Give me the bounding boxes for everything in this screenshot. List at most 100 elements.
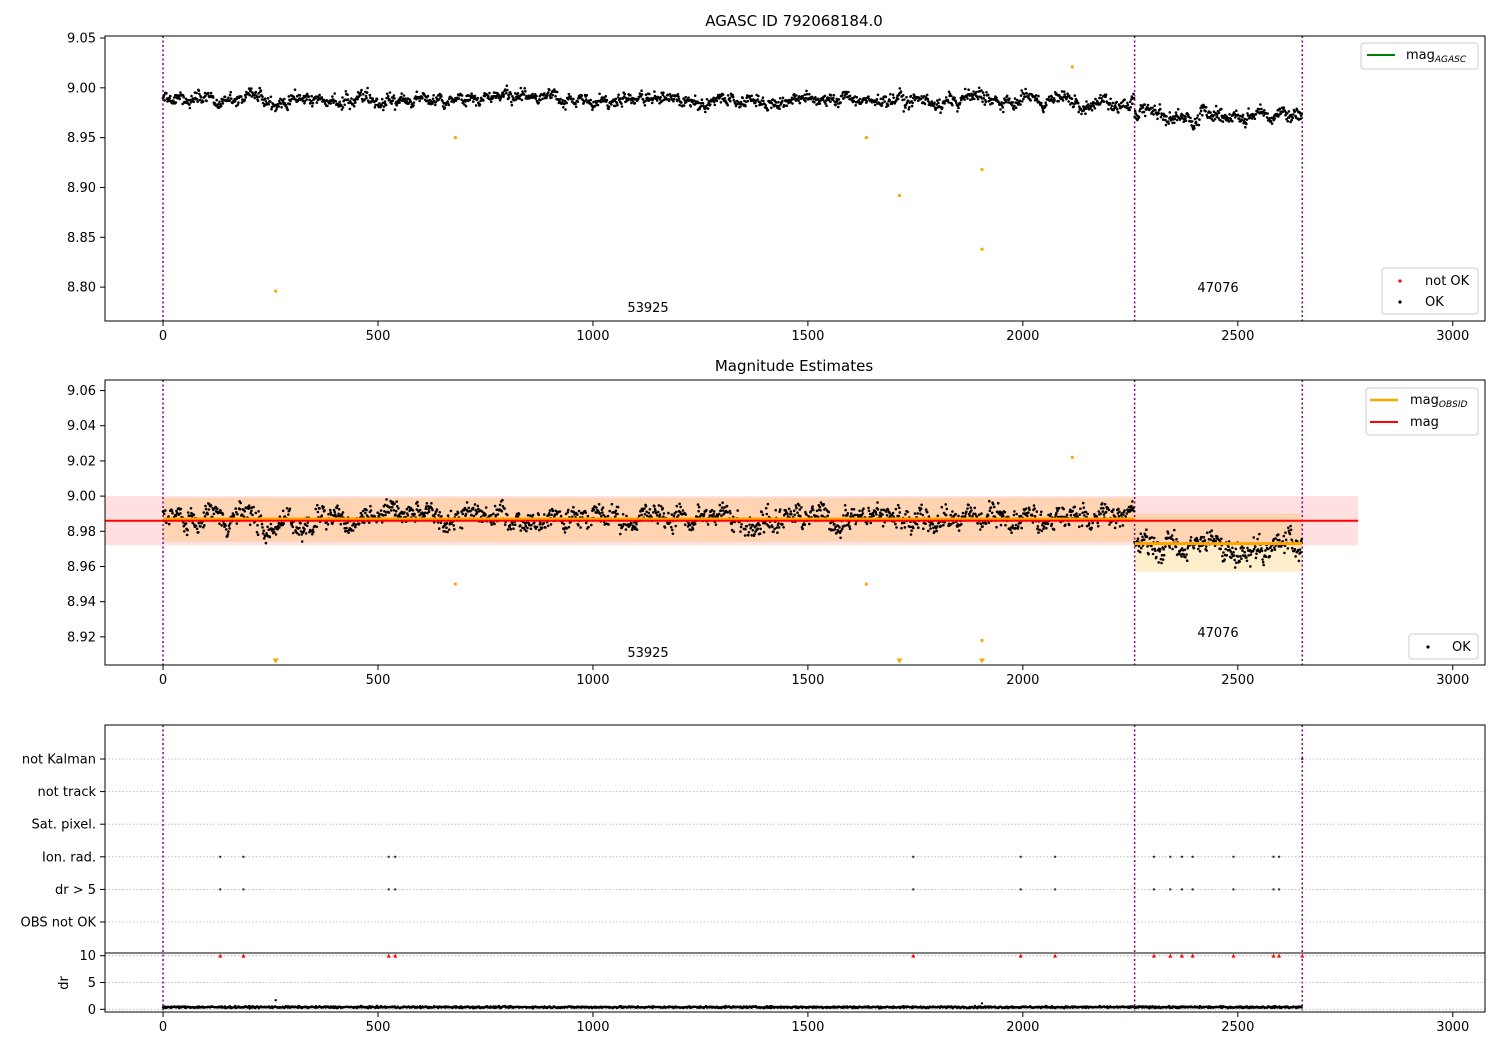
- data-point: [756, 98, 760, 101]
- data-point: [979, 522, 983, 526]
- data-point: [825, 104, 828, 108]
- data-point: [971, 95, 974, 99]
- data-point: [1269, 545, 1273, 548]
- data-point: [525, 529, 528, 533]
- data-point: [311, 104, 314, 108]
- data-point: [917, 99, 920, 103]
- data-point: [169, 94, 172, 98]
- data-point: [747, 534, 750, 537]
- outlier-point: [453, 582, 457, 586]
- data-point: [961, 511, 965, 515]
- data-point: [947, 90, 951, 94]
- data-point: [824, 102, 827, 105]
- data-point: [1159, 548, 1162, 551]
- data-point: [861, 512, 865, 515]
- data-point: [431, 508, 434, 512]
- data-point: [516, 92, 520, 95]
- data-point: [706, 103, 709, 107]
- flag-point: [1053, 855, 1057, 858]
- data-point: [551, 509, 555, 512]
- data-point: [1132, 96, 1136, 100]
- data-point: [464, 512, 468, 516]
- data-point: [345, 529, 349, 533]
- offscale-marker: [979, 658, 986, 664]
- data-point: [754, 104, 758, 108]
- data-point: [795, 506, 798, 510]
- data-point: [988, 499, 991, 503]
- data-point: [1027, 94, 1030, 98]
- data-point: [178, 97, 182, 101]
- data-point: [881, 524, 885, 528]
- ytick-label: 8.96: [67, 560, 96, 575]
- outlier-point: [980, 247, 984, 251]
- data-point: [818, 102, 822, 105]
- data-point: [765, 512, 769, 516]
- data-point: [498, 503, 502, 507]
- data-point: [427, 510, 431, 513]
- data-point: [934, 527, 938, 530]
- data-point: [1033, 515, 1037, 518]
- data-point: [753, 99, 757, 102]
- data-point: [1266, 112, 1269, 115]
- data-point: [819, 501, 823, 504]
- data-point: [846, 514, 849, 517]
- data-point: [1180, 555, 1183, 558]
- data-point: [199, 96, 203, 99]
- data-point: [538, 523, 542, 526]
- data-point: [567, 92, 571, 96]
- data-point: [548, 512, 551, 515]
- data-point: [274, 533, 278, 536]
- data-point: [988, 96, 991, 100]
- data-point: [1055, 511, 1058, 515]
- data-point: [277, 105, 281, 108]
- data-point: [380, 104, 383, 107]
- data-point: [463, 103, 466, 106]
- data-point: [1143, 103, 1146, 106]
- data-point: [834, 103, 837, 107]
- data-point: [956, 110, 959, 113]
- outlier-point: [864, 136, 868, 140]
- data-point: [1067, 100, 1070, 103]
- data-point: [1162, 553, 1166, 557]
- data-point: [591, 108, 594, 112]
- data-point: [662, 515, 665, 518]
- data-point: [1011, 524, 1015, 527]
- data-point: [1013, 510, 1016, 513]
- data-point: [346, 93, 349, 96]
- data-point: [283, 515, 287, 518]
- data-point: [1262, 563, 1265, 567]
- data-point: [824, 99, 828, 102]
- data-point: [967, 503, 970, 507]
- data-point: [589, 98, 592, 102]
- data-point: [1086, 106, 1089, 109]
- data-point: [430, 502, 433, 505]
- data-point: [549, 523, 553, 526]
- data-point: [1209, 111, 1212, 114]
- data-point: [388, 91, 392, 94]
- data-point: [1032, 504, 1036, 507]
- data-point: [1056, 509, 1059, 512]
- data-point: [599, 100, 603, 104]
- data-point: [1204, 106, 1208, 109]
- data-point: [919, 507, 923, 511]
- data-point: [645, 510, 648, 514]
- data-point: [473, 503, 477, 506]
- data-point: [356, 97, 359, 101]
- data-point: [1292, 113, 1295, 116]
- data-point: [1054, 513, 1058, 517]
- data-point: [331, 522, 334, 526]
- data-point: [509, 527, 513, 531]
- data-point: [844, 508, 847, 512]
- data-point: [898, 511, 902, 514]
- data-point: [653, 505, 656, 508]
- data-point: [957, 529, 961, 532]
- data-point: [1009, 526, 1013, 529]
- data-point: [1186, 546, 1189, 550]
- data-point: [535, 94, 538, 98]
- data-point: [731, 93, 734, 97]
- data-point: [267, 102, 271, 106]
- data-point: [700, 104, 703, 108]
- data-point: [672, 97, 676, 101]
- data-point: [188, 106, 192, 110]
- flag-point: [1191, 888, 1194, 891]
